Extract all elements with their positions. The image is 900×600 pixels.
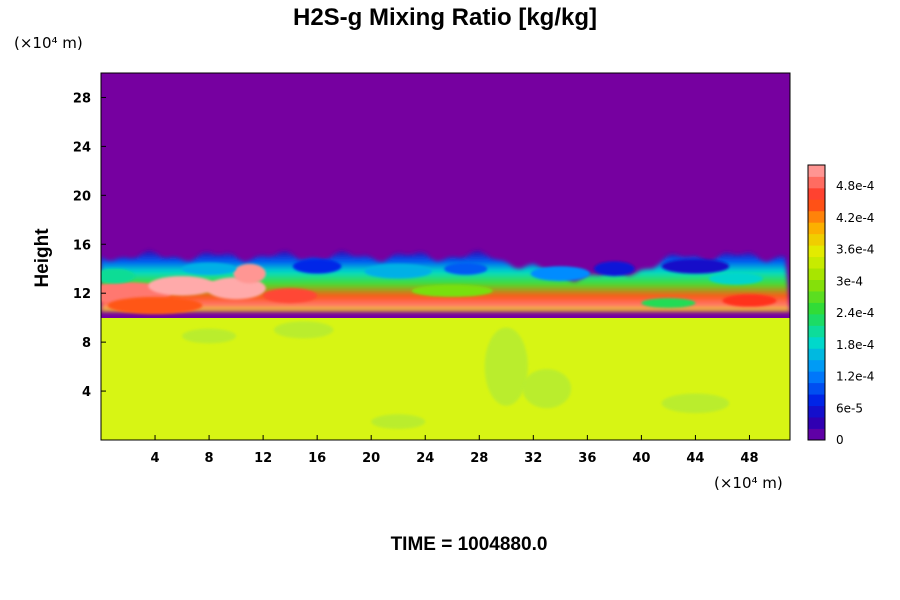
- plot-frame: [100, 72, 791, 441]
- mixing-blob: [661, 258, 730, 274]
- colorbar-tick-label: 1.8e-4: [836, 338, 874, 352]
- colorbar-band: [808, 199, 825, 212]
- colorbar-band: [808, 359, 825, 372]
- y-axis-ticks: 4 8 12 16 20 24 28: [73, 91, 106, 400]
- mixing-blob: [444, 262, 488, 275]
- y-tick-label: 24: [73, 140, 91, 155]
- x-tick-label: 8: [205, 451, 214, 466]
- x-tick-label: 16: [308, 451, 326, 466]
- mixing-blob: [107, 296, 203, 314]
- x-tick-label: 44: [686, 451, 704, 466]
- lower-patch: [182, 328, 237, 344]
- x-tick-label: 40: [632, 451, 650, 466]
- colorbar-tick-label: 4.2e-4: [836, 211, 874, 225]
- mixing-blob: [101, 268, 135, 284]
- mixing-blob: [263, 288, 318, 303]
- colorbar-band: [808, 371, 825, 384]
- y-axis-label: Height: [32, 228, 53, 288]
- y-tick-label: 8: [82, 336, 91, 351]
- colorbar-tick-label: 3e-4: [836, 274, 863, 288]
- lower-region-patches: [182, 321, 730, 429]
- colorbar-band: [808, 222, 825, 235]
- colorbar-band: [808, 291, 825, 303]
- mixing-blob: [292, 258, 342, 274]
- mixing-blob: [708, 272, 763, 285]
- y-tick-label: 16: [73, 238, 91, 253]
- colorbar-band: [808, 428, 825, 441]
- y-tick-label: 20: [73, 189, 91, 204]
- colorbar-tick-label: 1.2e-4: [836, 370, 874, 384]
- mixing-blob: [233, 263, 266, 284]
- mixing-blob: [722, 294, 777, 307]
- mixing-blob: [641, 298, 696, 308]
- time-label: TIME = 1004880.0: [391, 534, 548, 555]
- colorbar-tick-label: 6e-5: [836, 401, 863, 415]
- colorbar-band: [808, 268, 825, 280]
- colorbar-frame: [807, 164, 826, 441]
- x-unit-label: (×10⁴ m): [714, 474, 783, 492]
- lower-patch: [661, 393, 730, 414]
- mixing-blob: [411, 284, 493, 297]
- x-tick-label: 36: [578, 451, 596, 466]
- colorbar-band: [808, 348, 825, 361]
- mixing-layer-field: [101, 250, 790, 314]
- colorbar-band: [808, 394, 825, 407]
- chart-title: H2S-g Mixing Ratio [kg/kg]: [293, 4, 597, 31]
- x-tick-label: 28: [470, 451, 488, 466]
- colorbar-tick-label: 4.8e-4: [836, 179, 874, 193]
- y-tick-label: 28: [73, 91, 91, 106]
- lower-patch: [522, 369, 572, 409]
- colorbar-band: [808, 245, 825, 258]
- x-tick-label: 32: [524, 451, 542, 466]
- x-tick-label: 20: [362, 451, 380, 466]
- colorbar-tick-label: 0: [836, 433, 844, 447]
- mixing-blob: [594, 261, 635, 277]
- colorbar-band: [808, 382, 825, 395]
- mixing-blob: [364, 263, 432, 279]
- colorbar-band: [808, 313, 825, 326]
- colorbar-band: [808, 302, 825, 315]
- colorbar-band: [808, 405, 825, 418]
- colorbar-band: [808, 256, 825, 269]
- mixing-blob: [182, 262, 237, 275]
- y-tick-label: 12: [73, 287, 91, 302]
- colorbar-tick-label: 2.4e-4: [836, 306, 874, 320]
- lower-patch: [484, 327, 528, 406]
- colorbar-tick-label: 3.6e-4: [836, 243, 874, 257]
- colorbar-band: [808, 417, 825, 429]
- colorbar-band: [808, 187, 825, 200]
- colorbar-band: [808, 336, 825, 349]
- plot-area: [101, 73, 790, 440]
- colorbar-band: [808, 279, 825, 292]
- x-axis-ticks: 4 8 12 16 20 24 28 32 36 40 44 48: [151, 435, 759, 466]
- colorbar-band: [808, 176, 825, 189]
- y-unit-label: (×10⁴ m): [14, 34, 83, 52]
- lower-patch: [371, 414, 426, 429]
- x-tick-label: 48: [740, 451, 758, 466]
- colorbar-band: [808, 325, 825, 338]
- colorbar-band: [808, 165, 825, 177]
- x-tick-label: 24: [416, 451, 434, 466]
- x-tick-label: 12: [254, 451, 272, 466]
- y-tick-label: 4: [82, 385, 91, 400]
- colorbar: 0 6e-5 1.2e-4 1.8e-4 2.4e-4 3e-4 3.6e-4 4.2e-4 4…: [807, 164, 874, 447]
- mixing-blob: [530, 266, 591, 281]
- colorbar-band: [808, 210, 825, 223]
- colorbar-band: [808, 233, 825, 246]
- lower-patch: [273, 321, 334, 339]
- x-tick-label: 4: [151, 451, 160, 466]
- mixing-blob: [148, 276, 216, 296]
